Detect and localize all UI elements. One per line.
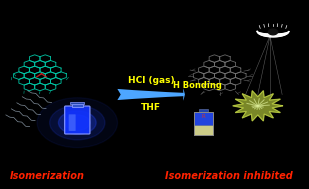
Bar	[198, 109, 208, 112]
Text: R: R	[201, 114, 205, 119]
Circle shape	[269, 29, 277, 35]
FancyBboxPatch shape	[69, 114, 76, 131]
Polygon shape	[257, 31, 289, 37]
Text: Isomerization inhibited: Isomerization inhibited	[165, 171, 293, 181]
Bar	[72, 104, 83, 107]
Text: THF: THF	[141, 103, 161, 112]
Bar	[194, 112, 213, 135]
Bar	[194, 125, 213, 135]
Text: HCl (gas): HCl (gas)	[128, 76, 175, 85]
Circle shape	[50, 105, 105, 140]
Circle shape	[65, 115, 90, 130]
Polygon shape	[233, 91, 283, 121]
Bar	[194, 112, 213, 125]
Circle shape	[37, 98, 117, 148]
Text: H Bonding: H Bonding	[173, 81, 222, 91]
FancyBboxPatch shape	[65, 106, 90, 134]
Circle shape	[58, 111, 96, 134]
Text: Isomerization: Isomerization	[10, 171, 85, 181]
Bar	[70, 102, 84, 104]
